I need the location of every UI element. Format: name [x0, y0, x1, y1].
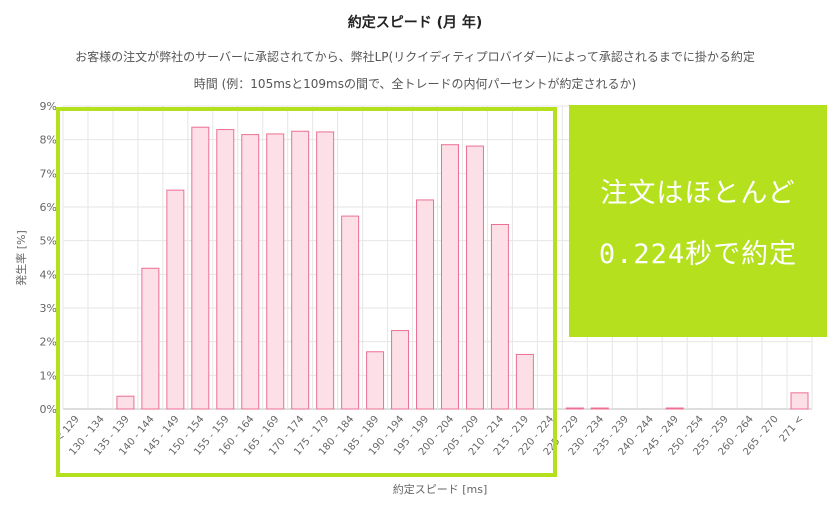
y-tick-label: 0%: [40, 403, 57, 416]
callout-line-2: 0.224秒で約定: [598, 239, 798, 270]
x-axis-label: 約定スピード [ms]: [393, 482, 488, 496]
y-tick-label: 8%: [40, 134, 57, 147]
bar[interactable]: [665, 407, 684, 410]
y-tick-label: 9%: [40, 100, 57, 113]
y-tick-label: 2%: [40, 336, 57, 349]
bar[interactable]: [440, 144, 459, 410]
y-tick-label: 7%: [40, 167, 57, 180]
bar[interactable]: [416, 199, 435, 410]
bar[interactable]: [515, 353, 534, 410]
x-tick-label: 271 <: [778, 414, 806, 445]
bar[interactable]: [590, 407, 609, 410]
y-tick-label: 3%: [40, 302, 57, 315]
y-tick-label: 4%: [40, 268, 57, 281]
y-tick-label: 1%: [40, 369, 57, 382]
y-tick-label: 5%: [40, 235, 57, 248]
bar[interactable]: [191, 126, 210, 410]
y-tick-label: 6%: [40, 201, 57, 214]
callout-box: 注文はほとんど 0.224秒で約定: [569, 105, 827, 337]
bar[interactable]: [391, 330, 410, 410]
bar[interactable]: [465, 145, 484, 410]
bar[interactable]: [266, 133, 285, 410]
y-axis-ticks: 0% 1% 2% 3% 4% 5% 6% 7% 8% 9%: [40, 100, 57, 416]
bar[interactable]: [291, 130, 310, 410]
bar[interactable]: [490, 224, 509, 410]
bar[interactable]: [316, 131, 335, 410]
bar[interactable]: [790, 392, 809, 410]
bar[interactable]: [216, 129, 235, 410]
bar[interactable]: [341, 215, 360, 410]
bars: [116, 126, 809, 410]
bar[interactable]: [116, 395, 135, 410]
bar[interactable]: [366, 351, 385, 410]
chart-subtitle: お客様の注文が弊社のサーバーに承認されてから、弊社LP(リクイディティプロバイダ…: [75, 50, 755, 91]
bar[interactable]: [241, 134, 260, 410]
callout-line-1: 注文はほとんど: [600, 178, 796, 209]
bar[interactable]: [565, 407, 584, 410]
chart-title: 約定スピード (月 年): [347, 15, 483, 31]
y-axis-label: 発生率 [%]: [14, 230, 28, 286]
bar[interactable]: [141, 267, 160, 410]
bar[interactable]: [166, 189, 185, 410]
